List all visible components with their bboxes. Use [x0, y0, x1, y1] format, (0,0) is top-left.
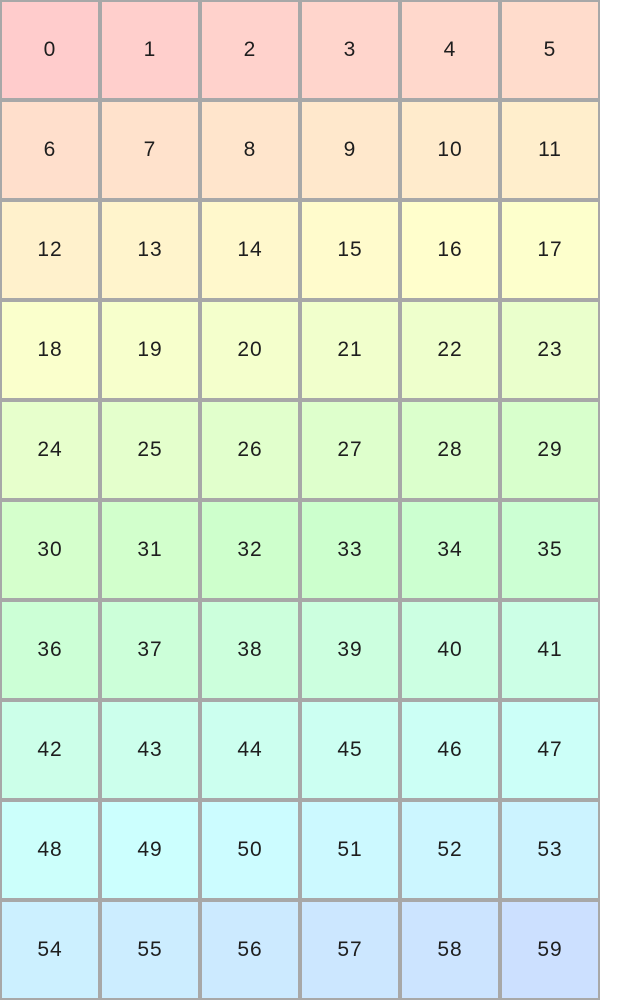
grid-cell[interactable]: 48: [2, 802, 98, 898]
grid-cell[interactable]: 31: [102, 502, 198, 598]
grid-cell[interactable]: 14: [202, 202, 298, 298]
grid-cell[interactable]: 51: [302, 802, 398, 898]
grid-cell[interactable]: 20: [202, 302, 298, 398]
grid-cell[interactable]: 52: [402, 802, 498, 898]
grid-cell[interactable]: 41: [502, 602, 598, 698]
grid-cell[interactable]: 54: [2, 902, 98, 998]
grid-cell[interactable]: 11: [502, 102, 598, 198]
grid-cell[interactable]: 1: [102, 2, 198, 98]
grid-cell[interactable]: 35: [502, 502, 598, 598]
grid-cell[interactable]: 12: [2, 202, 98, 298]
grid-cell[interactable]: 9: [302, 102, 398, 198]
grid-cell[interactable]: 46: [402, 702, 498, 798]
grid-cell[interactable]: 22: [402, 302, 498, 398]
grid-cell[interactable]: 47: [502, 702, 598, 798]
grid-cell[interactable]: 25: [102, 402, 198, 498]
grid-cell[interactable]: 57: [302, 902, 398, 998]
grid-cell[interactable]: 30: [2, 502, 98, 598]
grid-cell[interactable]: 19: [102, 302, 198, 398]
grid-cell[interactable]: 4: [402, 2, 498, 98]
grid-cell[interactable]: 49: [102, 802, 198, 898]
grid-cell[interactable]: 34: [402, 502, 498, 598]
grid-cell[interactable]: 10: [402, 102, 498, 198]
grid-cell[interactable]: 3: [302, 2, 398, 98]
grid-cell[interactable]: 53: [502, 802, 598, 898]
grid-cell[interactable]: 7: [102, 102, 198, 198]
grid-cell[interactable]: 44: [202, 702, 298, 798]
grid-cell[interactable]: 32: [202, 502, 298, 598]
grid-cell[interactable]: 38: [202, 602, 298, 698]
grid-cell[interactable]: 43: [102, 702, 198, 798]
grid-cell[interactable]: 56: [202, 902, 298, 998]
grid-cell[interactable]: 0: [2, 2, 98, 98]
grid-cell[interactable]: 26: [202, 402, 298, 498]
grid-cell[interactable]: 45: [302, 702, 398, 798]
grid-cell[interactable]: 55: [102, 902, 198, 998]
grid-cell[interactable]: 24: [2, 402, 98, 498]
grid-cell[interactable]: 50: [202, 802, 298, 898]
grid-cell[interactable]: 42: [2, 702, 98, 798]
grid-cell[interactable]: 18: [2, 302, 98, 398]
grid-cell[interactable]: 23: [502, 302, 598, 398]
number-grid: 0 1 2 3 4 5 6 7 8 9 10 11 12 13 14 15 16 17 18 19 20 21 22 23 24…: [0, 0, 600, 1000]
grid-cell[interactable]: 15: [302, 202, 398, 298]
grid-cell[interactable]: 29: [502, 402, 598, 498]
grid-cell[interactable]: 40: [402, 602, 498, 698]
grid-cell[interactable]: 2: [202, 2, 298, 98]
grid-cell[interactable]: 21: [302, 302, 398, 398]
grid-cell[interactable]: 33: [302, 502, 398, 598]
grid-cell[interactable]: 39: [302, 602, 398, 698]
grid-cell[interactable]: 8: [202, 102, 298, 198]
grid-cell[interactable]: 58: [402, 902, 498, 998]
grid-cell[interactable]: 5: [502, 2, 598, 98]
grid-cell[interactable]: 13: [102, 202, 198, 298]
grid-cell[interactable]: 27: [302, 402, 398, 498]
grid-cell[interactable]: 37: [102, 602, 198, 698]
grid-cell[interactable]: 6: [2, 102, 98, 198]
grid-cell[interactable]: 28: [402, 402, 498, 498]
grid-cell[interactable]: 16: [402, 202, 498, 298]
grid-cell[interactable]: 17: [502, 202, 598, 298]
grid-cell[interactable]: 36: [2, 602, 98, 698]
grid-cell[interactable]: 59: [502, 902, 598, 998]
